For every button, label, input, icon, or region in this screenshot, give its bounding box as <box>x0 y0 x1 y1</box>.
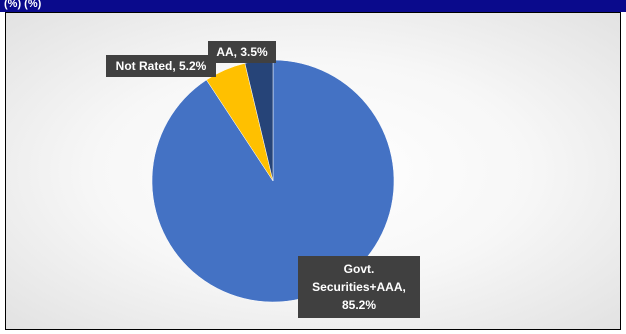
data-label-box <box>208 41 276 63</box>
data-label-not-rated: Not Rated, 5.2% <box>106 55 216 77</box>
data-label-text: AA, 3.5% <box>216 45 268 59</box>
data-label-text: 85.2% <box>342 298 376 312</box>
data-label-text: Govt. <box>344 262 375 276</box>
data-label-aa: AA, 3.5% <box>208 41 276 63</box>
data-label-text: Not Rated, 5.2% <box>116 59 207 73</box>
data-label-box <box>298 256 420 318</box>
data-labels: Govt. Securities+AAA, 85.2% Not Rated, 5.2%… <box>106 41 420 318</box>
header-title: (%) (%) <box>4 0 42 10</box>
chart-frame: Govt. Securities+AAA, 85.2% Not Rated, 5.2%… <box>5 12 621 330</box>
data-label-box <box>106 55 216 77</box>
header-strip: (%) (%) <box>0 0 626 12</box>
pie-slices <box>151 59 395 303</box>
data-label-govt-securities-aaa: Govt. Securities+AAA, 85.2% <box>298 256 420 318</box>
pie-chart: Govt. Securities+AAA, 85.2% Not Rated, 5.2%… <box>106 41 420 318</box>
data-label-text: Securities+AAA, <box>312 280 406 294</box>
